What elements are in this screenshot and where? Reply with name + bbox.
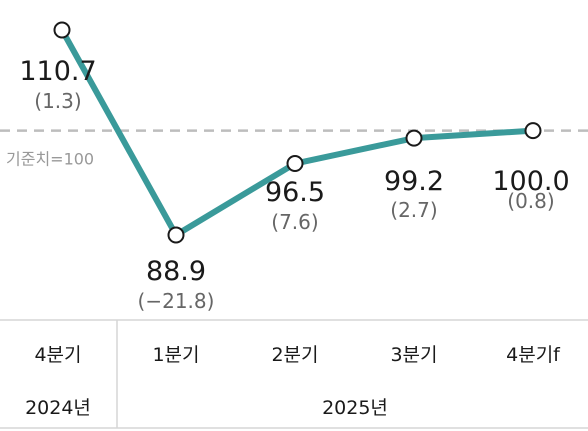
year-label: 2024년	[25, 397, 91, 419]
change-label: (1.3)	[34, 89, 81, 113]
data-point	[286, 155, 304, 173]
data-point	[53, 21, 71, 39]
reference-line-group: 기준치=100	[0, 129, 588, 169]
change-label: (7.6)	[271, 210, 318, 234]
data-labels-group: 110.7(1.3) 88.9(−21.8) 96.5(7.6) 99.2(2.7) 1…	[19, 56, 569, 313]
tick-label: 1분기	[152, 344, 199, 366]
tick-label: 4분기	[34, 344, 81, 366]
data-point	[167, 226, 185, 244]
data-label: 100.0	[492, 166, 569, 197]
data-label: 96.5	[265, 177, 325, 208]
data-points-group	[53, 21, 542, 244]
change-label: (0.8)	[507, 189, 554, 213]
data-label: 99.2	[384, 166, 444, 197]
tick-label: 2분기	[271, 344, 318, 366]
change-label: (−21.8)	[138, 289, 215, 313]
tick-label: 4분기f	[506, 344, 561, 366]
reference-line-label: 기준치=100	[6, 150, 94, 169]
data-label: 88.9	[146, 256, 206, 287]
change-label: (2.7)	[390, 198, 437, 222]
category-axis: 4분기 1분기 2분기 3분기 4분기f 2024년 2025년	[0, 319, 588, 429]
data-point	[524, 122, 542, 140]
data-label: 110.7	[19, 56, 96, 87]
data-point	[405, 129, 423, 147]
year-label: 2025년	[322, 397, 388, 419]
tick-label: 3분기	[390, 344, 437, 366]
